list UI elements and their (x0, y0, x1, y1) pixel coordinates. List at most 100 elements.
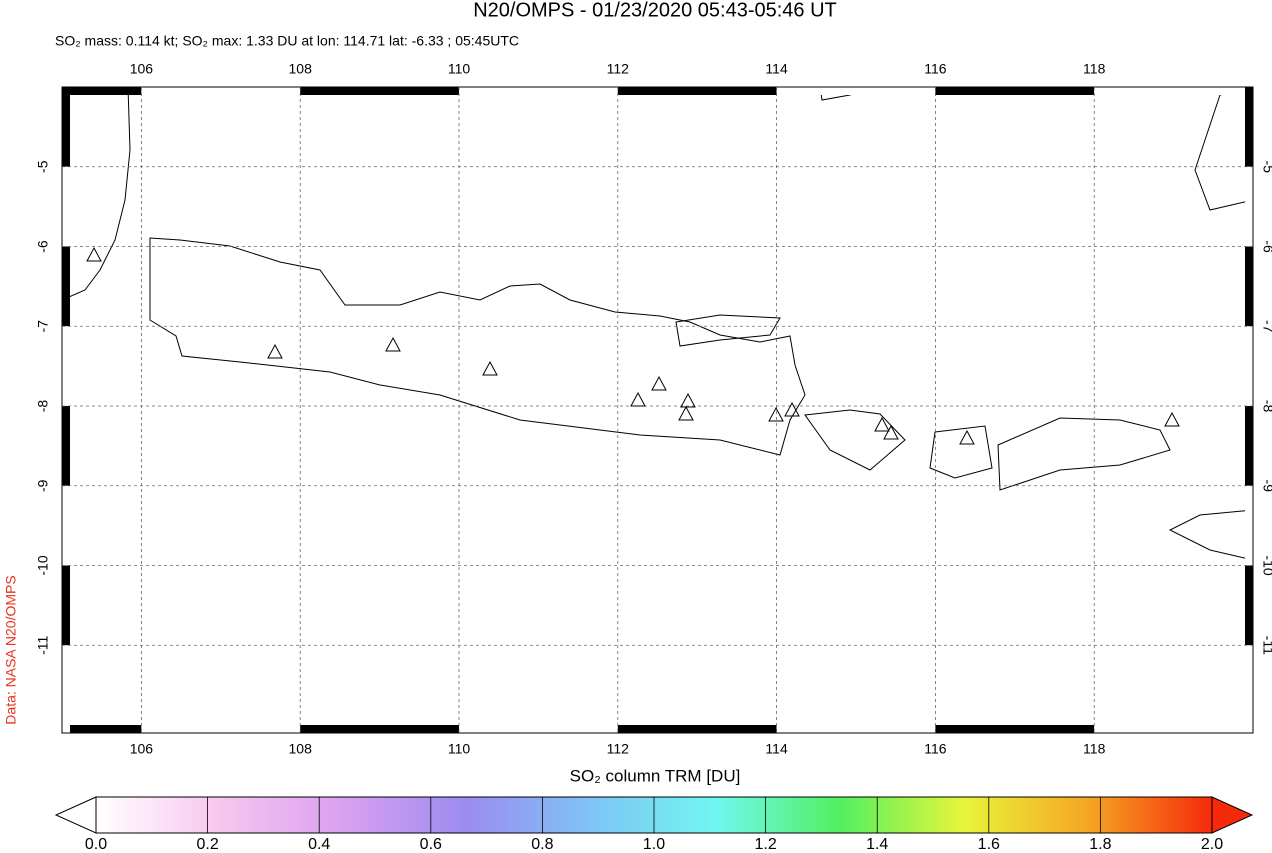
y-tick-label: -5 (1260, 161, 1272, 174)
volcano-symbol (651, 375, 667, 391)
frame-strip (459, 87, 618, 95)
y-tick-label: -8 (35, 400, 51, 413)
coastline (1168, 509, 1253, 561)
colorbar-max-arrow (1211, 796, 1254, 834)
frame-strip (62, 87, 142, 95)
coastline (929, 425, 993, 479)
frame-strip (459, 725, 618, 733)
volcano-symbol (874, 416, 890, 432)
volcano-symbol (678, 405, 694, 421)
volcano-symbol (959, 429, 975, 445)
frame-strip (1245, 87, 1253, 167)
y-tick-label: -6 (35, 240, 51, 253)
volcano-symbol (883, 424, 899, 440)
x-tick-label: 108 (289, 61, 313, 77)
frame-strip (1245, 565, 1253, 646)
frame-strip (62, 725, 142, 733)
frame-strip (935, 87, 1095, 95)
volcano-symbol (482, 360, 498, 376)
frame-strip (62, 406, 70, 486)
frame-strip (1245, 645, 1253, 733)
frame-strip (62, 485, 70, 566)
frame-strip (1245, 406, 1253, 486)
volcano-symbol (680, 392, 696, 408)
colorbar-tick-label: 1.4 (866, 836, 888, 853)
frame-strip (617, 87, 777, 95)
y-tick-label: -9 (1260, 480, 1272, 493)
frame-strip (62, 326, 70, 407)
x-tick-label: 112 (607, 61, 630, 77)
y-tick-label: -11 (35, 635, 51, 654)
x-tick-label: 116 (924, 61, 947, 77)
y-tick-label: -8 (1260, 400, 1272, 413)
side-label: Data: NASA N20/OMPS (3, 575, 19, 724)
coastline (62, 87, 131, 301)
coastline (997, 417, 1171, 491)
frame-strip (1245, 485, 1253, 566)
volcano-symbol (768, 406, 784, 422)
y-tick-label: -7 (1260, 320, 1272, 333)
x-tick-label: 114 (765, 61, 788, 77)
frame-strip (300, 725, 459, 733)
x-tick-label: 112 (607, 741, 630, 757)
x-tick-label: 110 (448, 741, 471, 757)
frame-strip (62, 166, 70, 247)
colorbar-label: SO₂ column TRM [DU] (570, 766, 741, 785)
coastline (804, 409, 906, 471)
frame-strip (1245, 326, 1253, 407)
land (62, 87, 1253, 561)
x-tick-label: 110 (448, 61, 471, 77)
y-tick-label: -5 (35, 160, 51, 173)
volcano-symbol (1164, 411, 1180, 427)
frame-strip (62, 246, 70, 327)
frame-strip (1094, 87, 1253, 95)
colorbar-min-arrow (54, 796, 97, 834)
colorbar-tick-label: 0.4 (308, 836, 330, 853)
chart-title: N20/OMPS - 01/23/2020 05:43-05:46 UT (473, 0, 837, 21)
volcano-symbol (385, 336, 401, 352)
coastline (1194, 87, 1253, 211)
frame-strip (1245, 246, 1253, 327)
volcano-symbol (784, 401, 800, 417)
frame-strip (1094, 725, 1253, 733)
frame-strip (62, 87, 70, 167)
map-frame (61, 86, 1254, 734)
y-tick-label: -9 (35, 479, 51, 492)
colorbar-tick-label: 0.6 (420, 836, 442, 853)
frame-border (61, 86, 1254, 734)
colorbar: 0.0 0.2 0.4 0.6 0.8 1.0 1.2 1.4 1.6 1.8 2.0 (54, 796, 1254, 853)
volcano-symbol (86, 246, 102, 262)
colorbar-tick-label: 1.6 (978, 836, 1000, 853)
volcano-symbol (267, 343, 283, 359)
frame-strip (62, 565, 70, 646)
frame-strip (935, 725, 1095, 733)
coastline (675, 314, 781, 347)
x-tick-label: 106 (130, 741, 154, 757)
colorbar-tick-label: 2.0 (1201, 836, 1223, 853)
x-tick-label: 114 (765, 741, 788, 757)
colorbar-tick-label: 0.0 (85, 836, 107, 853)
colorbar-tick-label: 1.2 (754, 836, 776, 853)
colorbar-tick-label: 0.2 (196, 836, 218, 853)
frame-strip (617, 725, 777, 733)
x-tick-label: 118 (1083, 61, 1106, 77)
x-tick-label: 118 (1083, 741, 1106, 757)
frame-strip (141, 725, 301, 733)
coastline (149, 237, 806, 456)
frame-strip (141, 87, 301, 95)
y-tick-label: -10 (1260, 555, 1272, 575)
frame-strip (300, 87, 459, 95)
y-tick-label: -6 (1260, 240, 1272, 253)
frame-strip (62, 645, 70, 733)
colorbar-tick-label: 1.0 (643, 836, 665, 853)
colorbar-tick-label: 1.8 (1089, 836, 1111, 853)
subtitle: SO₂ mass: 0.114 kt; SO₂ max: 1.33 DU at … (55, 33, 519, 49)
frame-strip (1245, 166, 1253, 247)
frame-strip (776, 87, 936, 95)
x-tick-label: 116 (924, 741, 947, 757)
volcano-symbol (630, 391, 646, 407)
x-tick-label: 106 (130, 61, 154, 77)
colorbar-tick-label: 0.8 (531, 836, 553, 853)
frame-strip (776, 725, 936, 733)
